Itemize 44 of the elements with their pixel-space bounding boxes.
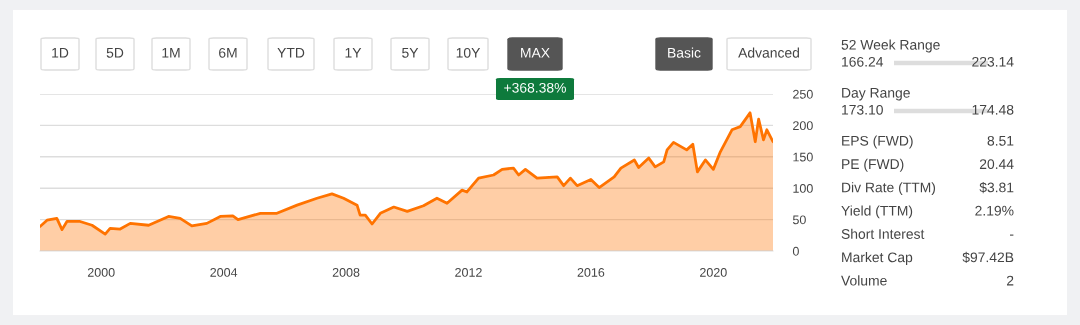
x-tick-label: 2008 (332, 268, 360, 277)
text: 20.44 (979, 159, 1014, 170)
text: - (1009, 234, 1014, 236)
y-tick-label: 200 (793, 121, 813, 131)
text: PE (FWD) (842, 158, 904, 172)
x-tick-label: 2012 (455, 268, 482, 277)
text: +368.38% (504, 82, 566, 93)
text: 174.48 (972, 104, 1014, 115)
text: 8.51 (987, 135, 1014, 146)
text: 5D (106, 48, 124, 58)
text: Market Cap (842, 252, 913, 265)
text: $3.81 (979, 181, 1014, 194)
x-tick-label: 2016 (577, 268, 605, 277)
text: 166.24 (842, 56, 884, 67)
y-tick-label: 250 (793, 89, 813, 99)
text: 6M (219, 47, 237, 58)
text: 52 Week Range (841, 39, 940, 53)
x-tick-label: 2004 (210, 268, 238, 277)
text: Div Rate (TTM) (842, 182, 936, 196)
text: Basic (668, 47, 701, 58)
text: 2.19% (975, 205, 1014, 216)
text: 223.14 (972, 56, 1014, 67)
text: $97.42B (962, 251, 1014, 264)
text: 1M (162, 48, 180, 58)
x-tick-label: 2000 (87, 268, 115, 277)
text: 10Y (456, 47, 481, 58)
text: MAX (521, 48, 550, 58)
text: Short Interest (841, 228, 925, 239)
y-tick-label: 150 (793, 152, 813, 162)
y-tick-label: 0 (792, 246, 799, 256)
text: 173.10 (842, 104, 883, 115)
text: 5Y (402, 48, 419, 58)
text: Yield (TTM) (841, 205, 913, 219)
y-tick-label: 50 (792, 215, 806, 225)
text: Day Range (842, 88, 910, 101)
text: 2 (1006, 275, 1014, 286)
x-tick-label: 2020 (700, 268, 727, 277)
text: YTD (277, 48, 305, 58)
text: 1Y (345, 48, 362, 58)
text: Volume (841, 275, 887, 286)
text: Advanced (738, 47, 799, 58)
text: EPS (FWD) (842, 135, 913, 149)
y-tick-label: 100 (793, 184, 813, 193)
text: 1D (52, 48, 69, 58)
